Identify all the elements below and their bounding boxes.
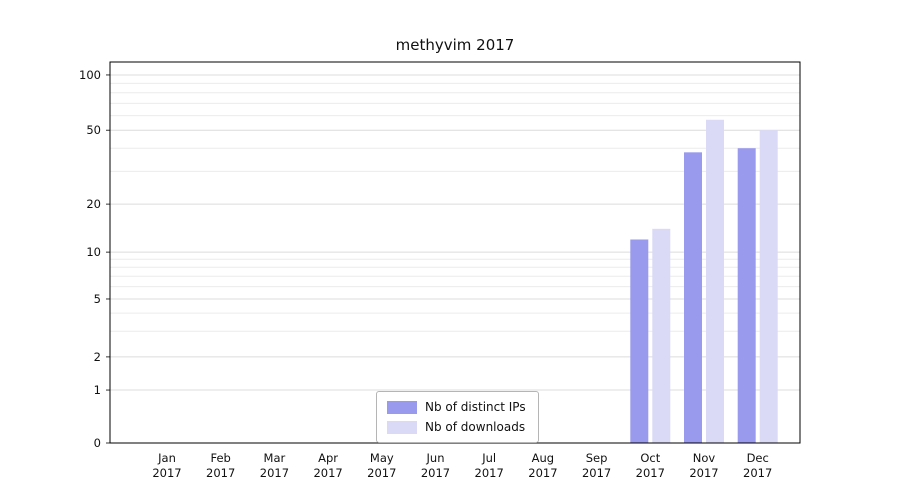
- y-tick-label: 5: [94, 292, 101, 306]
- legend-item-distinct-ips: Nb of distinct IPs: [387, 400, 526, 414]
- bar-nb-of-distinct-ips-oct: [630, 239, 649, 443]
- bar-nb-of-downloads-nov: [706, 119, 724, 443]
- bar-nb-of-distinct-ips-dec: [737, 148, 756, 443]
- x-tick-label-jun: Jun 2017: [421, 451, 450, 480]
- legend-swatch-downloads: [387, 420, 417, 434]
- x-tick-label-feb: Feb 2017: [206, 451, 235, 480]
- x-tick-label-dec: Dec 2017: [743, 451, 772, 480]
- x-tick-label-mar: Mar 2017: [260, 451, 289, 480]
- legend-label-downloads: Nb of downloads: [425, 420, 526, 434]
- legend: Nb of distinct IPs Nb of downloads: [376, 391, 539, 443]
- x-tick-label-aug: Aug 2017: [528, 451, 557, 480]
- x-tick-label-jan: Jan 2017: [152, 451, 181, 480]
- y-tick-label: 0: [94, 436, 101, 450]
- y-tick-label: 50: [86, 123, 101, 137]
- x-tick-label-sep: Sep 2017: [582, 451, 611, 480]
- y-tick-label: 1: [94, 383, 101, 397]
- y-tick-label: 10: [86, 245, 101, 259]
- y-tick-label: 2: [94, 350, 101, 364]
- legend-label-distinct-ips: Nb of distinct IPs: [425, 400, 526, 414]
- bar-nb-of-downloads-dec: [759, 130, 778, 443]
- x-tick-label-may: May 2017: [367, 451, 396, 480]
- bar-nb-of-distinct-ips-nov: [684, 152, 702, 444]
- legend-item-downloads: Nb of downloads: [387, 420, 526, 434]
- chart-title: methyvim 2017: [395, 36, 515, 54]
- y-tick-label: 100: [79, 68, 101, 82]
- y-tick-label: 20: [86, 197, 101, 211]
- x-tick-label-nov: Nov 2017: [689, 451, 718, 480]
- legend-swatch-distinct-ips: [387, 400, 417, 414]
- x-tick-label-apr: Apr 2017: [313, 451, 342, 480]
- x-tick-label-oct: Oct 2017: [636, 451, 665, 480]
- x-tick-label-jul: Jul 2017: [475, 451, 504, 480]
- bar-nb-of-downloads-oct: [652, 228, 671, 443]
